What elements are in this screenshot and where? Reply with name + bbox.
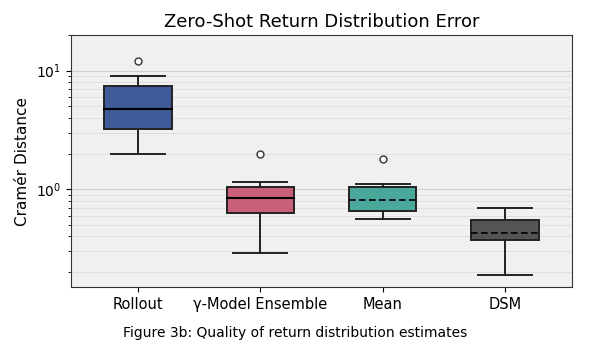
Bar xyxy=(349,187,417,211)
Bar xyxy=(104,85,172,130)
Bar xyxy=(471,220,539,240)
Text: Figure 3b: Quality of return distribution estimates: Figure 3b: Quality of return distributio… xyxy=(123,326,467,340)
Y-axis label: Cramér Distance: Cramér Distance xyxy=(15,97,30,225)
Bar xyxy=(227,187,294,213)
Title: Zero-Shot Return Distribution Error: Zero-Shot Return Distribution Error xyxy=(164,13,479,31)
